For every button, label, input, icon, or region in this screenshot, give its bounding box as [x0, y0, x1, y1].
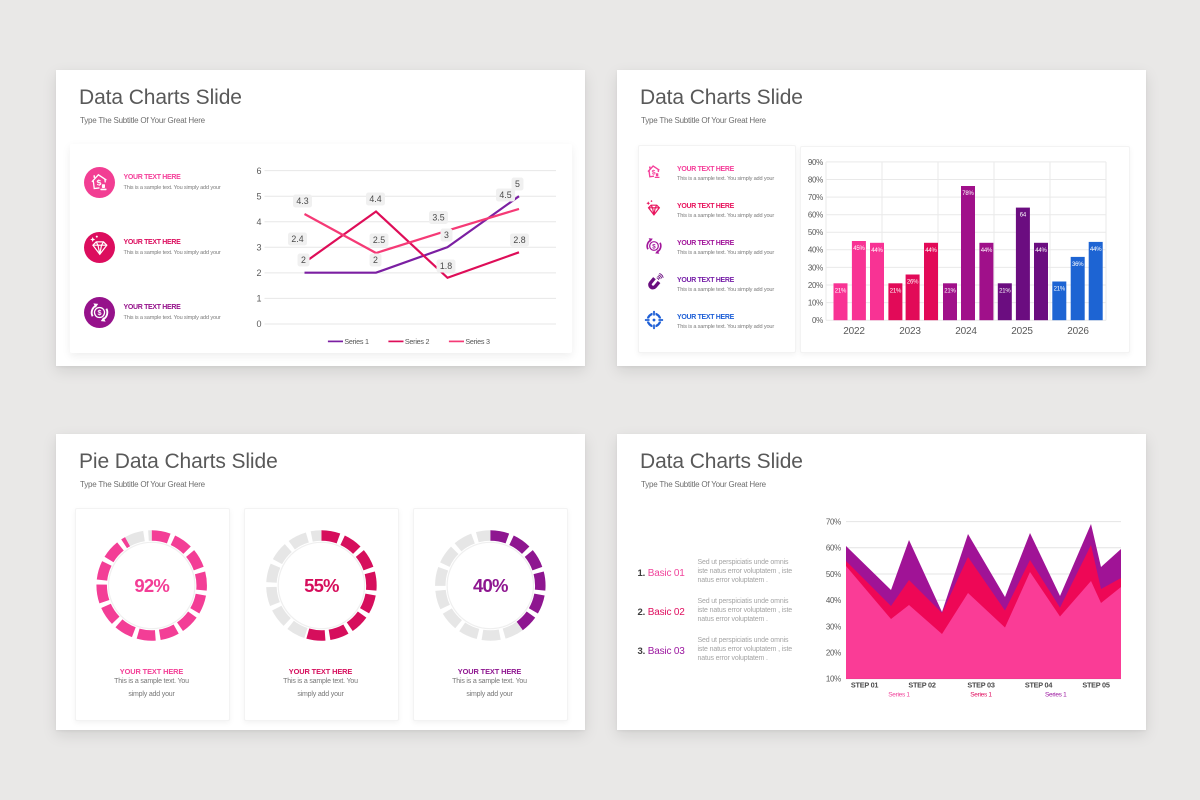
svg-text:3: 3: [256, 243, 261, 253]
svg-text:70%: 70%: [808, 193, 823, 202]
svg-text:2: 2: [256, 268, 261, 278]
svg-text:21%: 21%: [944, 288, 956, 294]
svg-text:21%: 21%: [999, 288, 1011, 294]
svg-text:36%: 36%: [1072, 262, 1084, 268]
svg-text:$: $: [651, 169, 656, 176]
svg-text:80%: 80%: [808, 175, 823, 184]
svg-text:2022: 2022: [843, 326, 865, 337]
svg-text:$: $: [98, 308, 102, 317]
svg-text:20%: 20%: [808, 281, 823, 290]
svg-text:STEP 01: STEP 01: [851, 681, 879, 690]
svg-text:44%: 44%: [1035, 248, 1047, 254]
svg-text:4.5: 4.5: [499, 190, 511, 200]
svg-text:1.8: 1.8: [440, 261, 452, 271]
svg-text:2025: 2025: [1011, 326, 1033, 337]
svg-text:44%: 44%: [871, 248, 883, 254]
svg-text:1: 1: [256, 294, 261, 304]
svg-text:21%: 21%: [1054, 287, 1066, 293]
svg-text:2.4: 2.4: [291, 234, 303, 244]
svg-text:STEP 05: STEP 05: [1082, 681, 1110, 690]
svg-text:4.4: 4.4: [369, 194, 381, 204]
svg-text:Series 3: Series 3: [465, 337, 490, 346]
svg-text:Series 1: Series 1: [344, 337, 369, 346]
svg-text:2.5: 2.5: [373, 235, 385, 245]
svg-text:21%: 21%: [835, 288, 847, 294]
svg-text:2026: 2026: [1067, 326, 1089, 337]
svg-text:2023: 2023: [899, 326, 921, 337]
svg-text:50%: 50%: [826, 570, 841, 579]
svg-text:2: 2: [301, 255, 306, 265]
svg-text:0%: 0%: [812, 316, 823, 325]
svg-text:10%: 10%: [826, 675, 841, 684]
svg-text:4: 4: [256, 217, 261, 227]
svg-text:Series 2: Series 2: [405, 337, 430, 346]
svg-text:4.3: 4.3: [296, 196, 308, 206]
svg-text:Series 1: Series 1: [888, 692, 910, 699]
svg-text:44%: 44%: [1090, 247, 1102, 253]
svg-text:40%: 40%: [826, 596, 841, 605]
svg-text:Series 1: Series 1: [970, 692, 992, 699]
svg-text:60%: 60%: [826, 544, 841, 553]
svg-text:STEP 02: STEP 02: [908, 681, 936, 690]
svg-text:78%: 78%: [962, 191, 974, 197]
svg-text:40%: 40%: [473, 575, 508, 596]
svg-text:64: 64: [1020, 213, 1027, 219]
svg-text:$: $: [652, 243, 656, 250]
svg-text:2.8: 2.8: [513, 235, 525, 245]
svg-text:21%: 21%: [890, 288, 902, 294]
svg-text:30%: 30%: [808, 263, 823, 272]
svg-text:10%: 10%: [808, 299, 823, 308]
svg-text:60%: 60%: [808, 211, 823, 220]
svg-text:44%: 44%: [981, 248, 993, 254]
svg-text:45%: 45%: [853, 246, 865, 252]
svg-text:70%: 70%: [826, 518, 841, 527]
svg-text:50%: 50%: [808, 228, 823, 237]
svg-text:3: 3: [444, 230, 449, 240]
svg-text:5: 5: [515, 179, 520, 189]
svg-text:6: 6: [256, 166, 261, 176]
svg-text:40%: 40%: [808, 246, 823, 255]
svg-text:STEP 04: STEP 04: [1025, 681, 1054, 690]
svg-text:20%: 20%: [826, 649, 841, 658]
svg-text:2024: 2024: [955, 326, 977, 337]
svg-text:Series 1: Series 1: [1045, 692, 1067, 699]
svg-text:3.5: 3.5: [432, 213, 444, 223]
svg-text:$: $: [96, 177, 102, 188]
svg-text:44%: 44%: [925, 248, 937, 254]
svg-text:55%: 55%: [304, 575, 339, 596]
svg-text:STEP 03: STEP 03: [967, 681, 995, 690]
svg-text:5: 5: [256, 191, 261, 201]
svg-text:30%: 30%: [826, 622, 841, 631]
svg-text:26%: 26%: [907, 280, 919, 286]
svg-text:2: 2: [373, 255, 378, 265]
svg-text:0: 0: [256, 319, 261, 329]
svg-text:92%: 92%: [134, 575, 169, 596]
svg-text:90%: 90%: [808, 158, 823, 167]
